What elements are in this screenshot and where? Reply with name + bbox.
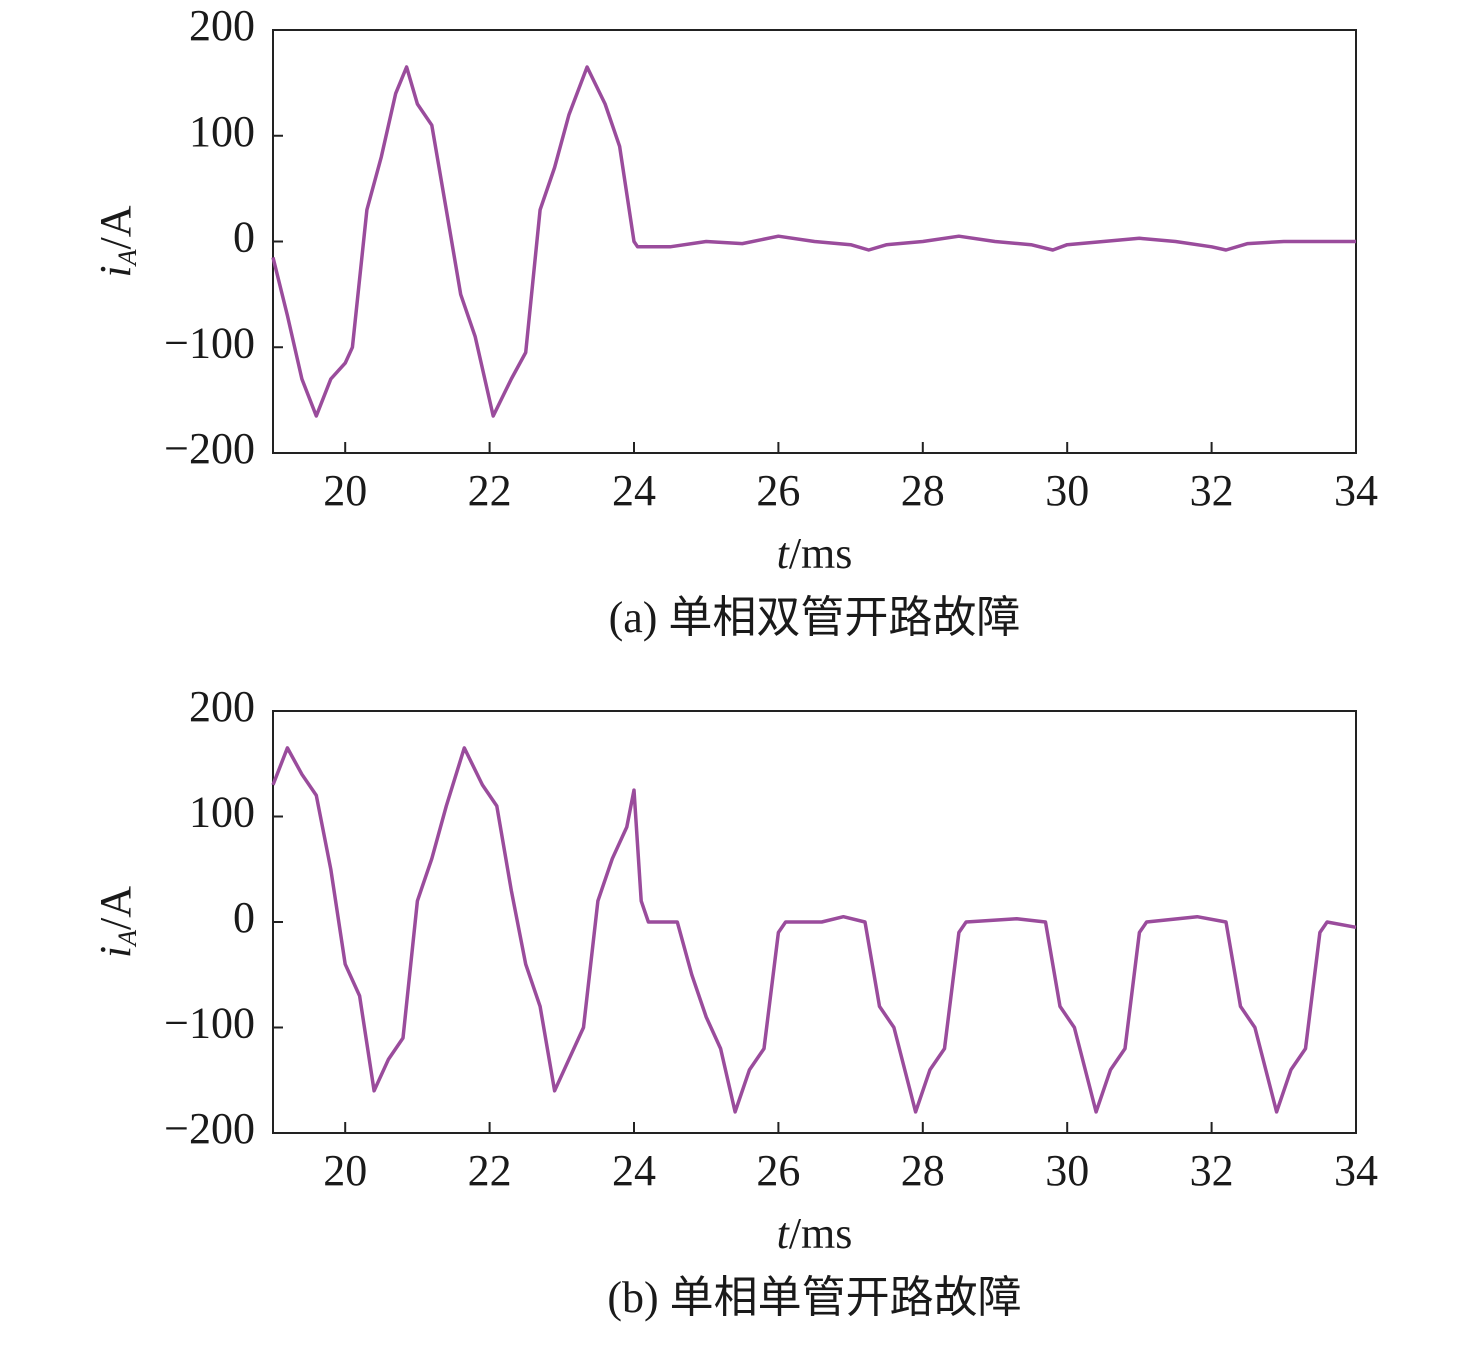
y-tick-label: 0 [233, 893, 255, 942]
y-tick-label: 200 [189, 682, 255, 731]
y-tick-label: 200 [189, 1, 255, 50]
x-tick-label: 20 [323, 466, 367, 515]
x-tick-label: 26 [756, 1146, 800, 1195]
y-label-symbol: i [91, 946, 140, 958]
subplot: −200 −100 0 100 200 20 22 24 26 28 30 32 34 t/ms iA/A (… [91, 682, 1378, 1322]
x-axis-label: t/ms [777, 1209, 853, 1258]
x-tick-label: 22 [468, 1146, 512, 1195]
y-tick-label: 0 [233, 213, 255, 262]
x-tick-label: 34 [1334, 1146, 1378, 1195]
y-tick-label: −200 [164, 424, 255, 473]
x-tick-label: 34 [1334, 466, 1378, 515]
subplot: −200 −100 0 100 200 20 22 24 26 28 30 32 34 t/ms iA/A (… [91, 1, 1378, 642]
y-axis-label: iA/A [91, 886, 142, 958]
x-label-symbol: t [777, 529, 791, 578]
y-tick-label: 100 [189, 107, 255, 156]
data-line [271, 746, 1357, 1114]
x-tick-label: 28 [901, 466, 945, 515]
y-label-subscript: A [113, 930, 142, 948]
x-label-symbol: t [777, 1209, 791, 1258]
y-label-unit: /A [91, 886, 140, 930]
y-label-unit: /A [91, 205, 140, 249]
x-label-unit: /ms [789, 529, 853, 578]
y-label-subscript: A [113, 249, 142, 267]
x-tick-label: 32 [1190, 466, 1234, 515]
x-tick-label: 32 [1190, 1146, 1234, 1195]
x-tick-label: 28 [901, 1146, 945, 1195]
x-tick-label: 22 [468, 466, 512, 515]
y-tick-label: −100 [164, 318, 255, 367]
x-tick-label: 20 [323, 1146, 367, 1195]
x-tick-label: 30 [1045, 466, 1089, 515]
x-label-unit: /ms [789, 1209, 853, 1258]
x-axis-label: t/ms [777, 529, 853, 578]
x-tick-label: 24 [612, 1146, 656, 1195]
caption: (a) 单相双管开路故障 [609, 593, 1021, 642]
x-tick-label: 24 [612, 466, 656, 515]
data-line [271, 65, 1356, 418]
y-tick-label: −100 [164, 999, 255, 1048]
x-tick-label: 30 [1045, 1146, 1089, 1195]
y-tick-label: 100 [189, 788, 255, 837]
x-tick-label: 26 [756, 466, 800, 515]
y-tick-label: −200 [164, 1104, 255, 1153]
y-label-symbol: i [91, 265, 140, 277]
caption: (b) 单相单管开路故障 [607, 1273, 1021, 1322]
y-axis-label: iA/A [91, 205, 142, 277]
